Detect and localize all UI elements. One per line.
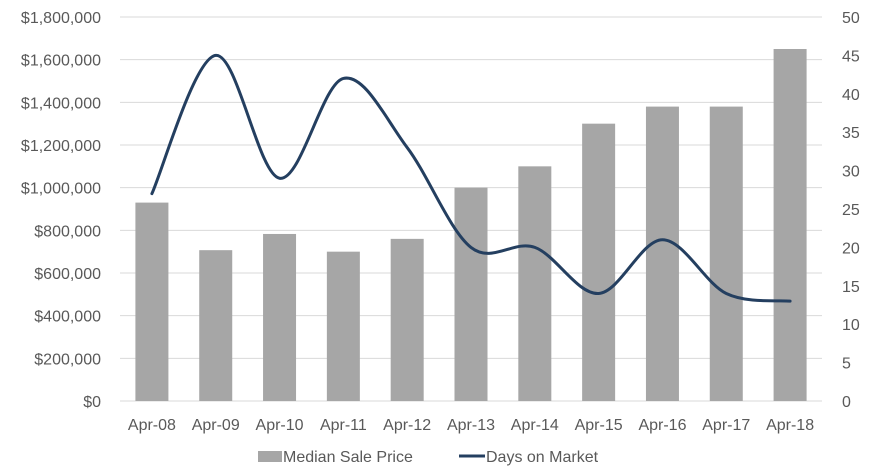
bar xyxy=(135,202,169,401)
x-tick-label: Apr-14 xyxy=(511,417,559,434)
y-right-tick-label: 40 xyxy=(842,87,860,104)
y-left-tick-label: $1,200,000 xyxy=(21,138,101,155)
bar xyxy=(199,250,233,401)
y-right-tick-label: 45 xyxy=(842,48,860,65)
y-left-tick-label: $1,400,000 xyxy=(21,95,101,112)
y-left-tick-label: $1,800,000 xyxy=(21,10,101,27)
bar xyxy=(518,166,552,401)
y-left-tick-label: $0 xyxy=(83,394,101,411)
y-left-tick-label: $800,000 xyxy=(34,223,101,240)
line-series-days-on-market xyxy=(150,53,792,303)
bar xyxy=(454,187,488,401)
legend-swatch-median-sale-price xyxy=(258,451,282,462)
bar xyxy=(645,106,679,401)
x-tick-label: Apr-17 xyxy=(702,417,750,434)
x-tick-label: Apr-15 xyxy=(575,417,623,434)
x-tick-label: Apr-16 xyxy=(638,417,686,434)
y-left-tick-label: $1,600,000 xyxy=(21,53,101,70)
bar xyxy=(326,251,360,401)
y-right-tick-label: 30 xyxy=(842,164,860,181)
bar xyxy=(582,123,616,402)
y-left-tick-label: $200,000 xyxy=(34,351,101,368)
y-right-tick-label: 5 xyxy=(842,356,851,373)
x-tick-label: Apr-12 xyxy=(383,417,431,434)
x-tick-label: Apr-13 xyxy=(447,417,495,434)
y-right-tick-label: 50 xyxy=(842,10,860,27)
bar xyxy=(773,49,807,401)
legend-label-median-sale-price: Median Sale Price xyxy=(283,449,413,466)
x-tick-label: Apr-08 xyxy=(128,417,176,434)
y-left-tick-label: $400,000 xyxy=(34,309,101,326)
x-tick-label: Apr-18 xyxy=(766,417,814,434)
y-left-tick-label: $1,000,000 xyxy=(21,181,101,198)
bar xyxy=(263,233,297,401)
y-right-tick-label: 20 xyxy=(842,240,860,257)
y-right-tick-label: 15 xyxy=(842,279,860,296)
y-left-tick-label: $600,000 xyxy=(34,266,101,283)
bar xyxy=(390,238,424,401)
y-right-tick-label: 35 xyxy=(842,125,860,142)
y-right-tick-label: 10 xyxy=(842,317,860,334)
legend-label-days-on-market: Days on Market xyxy=(486,449,599,466)
x-tick-label: Apr-11 xyxy=(320,417,367,434)
x-tick-label: Apr-10 xyxy=(256,417,304,434)
x-tick-label: Apr-09 xyxy=(192,417,240,434)
y-right-tick-label: 25 xyxy=(842,202,860,219)
bar xyxy=(709,106,743,401)
y-right-tick-label: 0 xyxy=(842,394,851,411)
